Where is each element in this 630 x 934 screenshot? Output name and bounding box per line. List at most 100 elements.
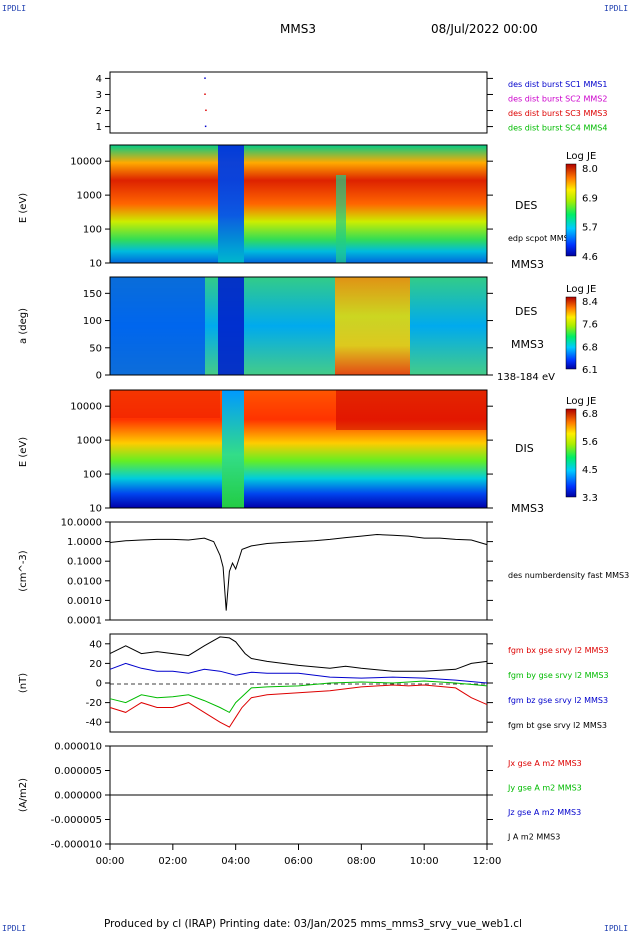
des-energy-dip <box>336 175 346 263</box>
des-energy-colorbar-tick-label: 5.7 <box>582 223 598 234</box>
pitch-colorbar-label: Log JE <box>566 284 596 295</box>
density-series-label: des numberdensity fast MMS3 <box>508 571 629 580</box>
pitch-energy-band: 138-184 eV <box>497 372 555 383</box>
magnetic-ylabel: (nT) <box>18 673 29 693</box>
des-energy-colorbar-tick-label: 4.6 <box>582 252 598 263</box>
dis-energy-spacecraft: MMS3 <box>511 502 544 515</box>
footer-credits: Produced by cl (IRAP) Printing date: 03/… <box>104 918 522 930</box>
burst-point <box>204 77 206 79</box>
current-legend-entry: Jz gse A m2 MMS3 <box>507 808 581 817</box>
density-tick-label: 10.0000 <box>61 518 102 529</box>
des-energy-tick-label: 1000 <box>77 191 102 202</box>
des-energy-scpot-label: edp scpot MMS3 <box>508 234 574 243</box>
magnetic-line <box>109 680 488 714</box>
burst-tick-label: 4 <box>96 74 102 85</box>
des-energy-panel: 10000 1000 100 10 E (eV) DES MMS3 edp scpot… <box>18 144 598 271</box>
dis-energy-tick-label: 10000 <box>70 402 102 413</box>
dis-energy-colorbar-tick-label: 3.3 <box>582 493 598 504</box>
des-energy-tick-label: 10000 <box>70 157 102 168</box>
magnetic-tick-label: 40 <box>89 639 102 650</box>
corner-label-top-left: IPDLI <box>2 4 27 13</box>
dis-energy-panel: 10000 1000 100 10 E (eV) DIS MMS3 Log JE 6.… <box>18 389 598 515</box>
des-energy-spacecraft: MMS3 <box>511 258 544 271</box>
density-tick-label: 1.0000 <box>67 537 102 548</box>
density-tick-label: 0.0100 <box>67 576 102 587</box>
des-energy-tick-label: 100 <box>83 225 102 236</box>
burst-legend-entry: des dist burst SC3 MMS3 <box>508 109 607 118</box>
magnetic-line <box>109 636 488 672</box>
density-panel: 10.0000 1.0000 0.1000 0.0100 0.0010 0.0001 (c… <box>18 518 629 627</box>
magnetic-tick-label: -20 <box>86 698 102 709</box>
current-ylabel: (A/m2) <box>18 778 29 812</box>
magnetic-tick-label: -40 <box>86 718 102 729</box>
burst-tick-label: 3 <box>96 90 102 101</box>
x-tick-label: 02:00 <box>158 856 187 867</box>
pitch-spacecraft: MMS3 <box>511 338 544 351</box>
des-energy-ylabel: E (eV) <box>18 193 29 223</box>
magnetic-legend-entry: fgm bx gse srvy l2 MMS3 <box>508 646 609 655</box>
burst-point <box>205 109 207 112</box>
current-legend-entry: Jx gse A m2 MMS3 <box>507 759 582 768</box>
des-energy-dropout <box>218 145 244 263</box>
burst-legend-entry: des dist burst SC4 MMS4 <box>508 124 607 133</box>
dis-energy-ylabel: E (eV) <box>18 437 29 467</box>
x-tick-label: 06:00 <box>284 856 313 867</box>
current-legend-entry: J A m2 MMS3 <box>507 833 560 842</box>
des-energy-tick-label: 10 <box>89 259 102 270</box>
corner-label-bottom-left: IPDLI <box>2 924 27 933</box>
x-tick-label: 08:00 <box>347 856 376 867</box>
des-energy-colorbar-label: Log JE <box>566 151 596 162</box>
current-tick-label: 0.000000 <box>54 791 102 802</box>
x-tick-label: 00:00 <box>96 856 125 867</box>
pitch-tick-label: 50 <box>89 343 102 354</box>
density-tick-label: 0.0010 <box>67 596 102 607</box>
magnetic-tick-label: 0 <box>96 679 102 690</box>
des-energy-colorbar-tick-label: 6.9 <box>582 193 598 204</box>
dis-energy-colorbar-tick-label: 4.5 <box>582 465 598 476</box>
dis-energy-colorbar-tick-label: 5.6 <box>582 437 598 448</box>
burst-tick-label: 1 <box>96 122 102 133</box>
dis-energy-instrument: DIS <box>515 442 534 455</box>
des-energy-colorbar-tick-label: 8.0 <box>582 164 598 175</box>
dis-energy-tick-label: 10 <box>89 504 102 515</box>
dis-energy-colorbar-label: Log JE <box>566 396 596 407</box>
pitch-tick-label: 0 <box>96 371 102 382</box>
pitch-colorbar: Log JE 8.4 7.6 6.8 6.1 <box>565 284 598 376</box>
burst-point <box>204 93 206 95</box>
pitch-colorbar-tick-label: 8.4 <box>582 297 598 308</box>
density-panel-frame <box>109 521 488 621</box>
dis-energy-tick-label: 100 <box>83 470 102 481</box>
density-ylabel: (cm^-3) <box>18 550 29 591</box>
current-legend-entry: Jy gse A m2 MMS3 <box>507 784 582 793</box>
current-tick-label: 0.000005 <box>54 766 102 777</box>
burst-panel-frame <box>109 71 488 134</box>
dis-energy-dropout <box>222 390 244 508</box>
des-energy-instrument: DES <box>515 199 537 212</box>
magnetic-line <box>109 684 488 728</box>
spacecraft-title: MMS3 <box>280 22 316 36</box>
des-energy-colorbar: Log JE 8.0 6.9 5.7 4.6 <box>565 151 598 263</box>
current-tick-label: -0.000010 <box>51 840 102 851</box>
dis-energy-tick-label: 1000 <box>77 436 102 447</box>
burst-legend-entry: des dist burst SC2 MMS2 <box>508 95 607 104</box>
corner-label-bottom-right: IPDLI <box>604 924 629 933</box>
pitch-ylabel: a (deg) <box>18 308 29 344</box>
current-panel: 0.000010 0.000005 0.000000 -0.000005 -0.0000… <box>18 742 582 868</box>
pitch-colorbar-tick-label: 6.1 <box>582 365 598 376</box>
dis-energy-colorbar: Log JE 6.8 5.6 4.5 3.3 <box>565 396 598 504</box>
dis-energy-colorbar-tick-label: 6.8 <box>582 409 598 420</box>
current-tick-label: -0.000005 <box>51 815 102 826</box>
corner-label-top-right: IPDLI <box>604 4 629 13</box>
pitch-tick-label: 100 <box>83 316 102 327</box>
datetime-title: 08/Jul/2022 00:00 <box>431 22 538 36</box>
current-tick-label: 0.000010 <box>54 742 102 753</box>
burst-point <box>204 125 207 128</box>
magnetic-field-frame <box>109 633 488 733</box>
magnetic-legend-entry: fgm bz gse srvy l2 MMS3 <box>508 696 608 705</box>
x-tick-label: 10:00 <box>410 856 439 867</box>
magnetic-line <box>109 662 488 684</box>
pitch-tick-label: 150 <box>83 289 102 300</box>
magnetic-field-panel: 40 20 0 -20 -40 fgm bx gse srvy l2 MMS3 fgm b… <box>18 633 609 733</box>
density-tick-label: 0.1000 <box>67 557 102 568</box>
